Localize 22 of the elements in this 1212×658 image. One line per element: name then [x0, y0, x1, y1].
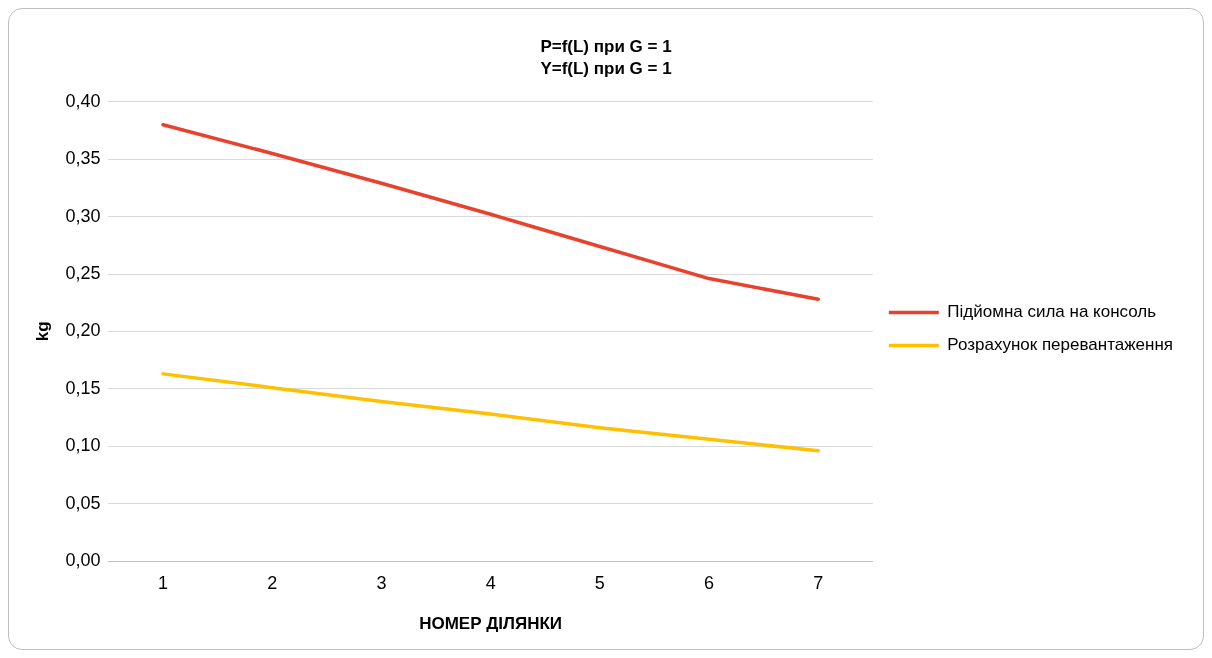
chart-subtitle: Y=f(L) при G = 1 [540, 59, 672, 79]
y-tick-label: 0,35 [65, 148, 101, 169]
x-tick-label: 3 [376, 572, 387, 593]
y-tick-label: 0,40 [65, 90, 101, 111]
legend-label: Розрахунок перевантаження [947, 335, 1174, 355]
x-axis-title: НОМЕР ДІЛЯНКИ [419, 614, 563, 634]
x-tick-label: 5 [594, 572, 605, 593]
y-tick-label: 0,30 [65, 205, 101, 226]
y-tick-label: 0,20 [65, 320, 101, 341]
y-tick-label: 0,25 [65, 262, 101, 283]
y-tick-label: 0,10 [65, 435, 101, 456]
x-tick-label: 6 [704, 572, 715, 593]
x-tick-label: 1 [158, 572, 169, 593]
x-tick-label: 2 [267, 572, 278, 593]
x-tick-label: 4 [485, 572, 496, 593]
legend-label: Підйомна сила на консоль [947, 302, 1157, 322]
chart-title: P=f(L) при G = 1 [540, 36, 672, 56]
y-tick-label: 0,00 [65, 549, 101, 570]
y-tick-label: 0,15 [65, 377, 101, 398]
y-tick-label: 0,05 [65, 492, 101, 513]
y-axis-title: kg [32, 321, 52, 342]
x-tick-label: 7 [813, 572, 824, 593]
